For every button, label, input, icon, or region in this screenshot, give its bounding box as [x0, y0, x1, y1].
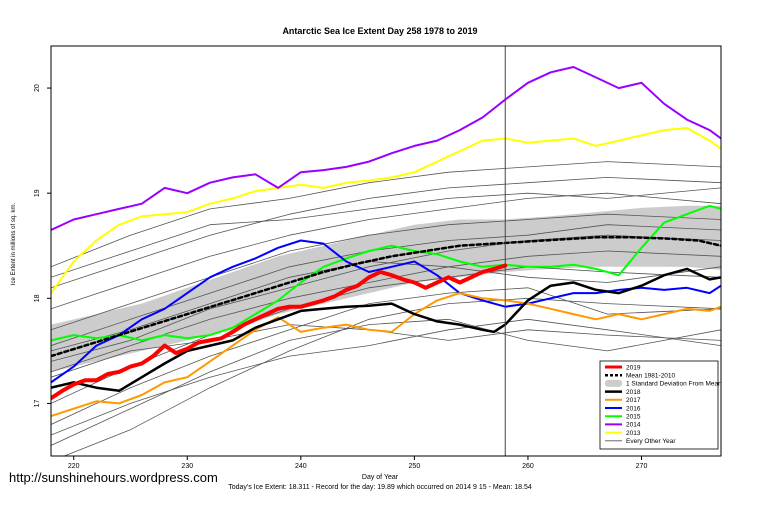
- legend-label: 1 Standard Deviation From Mean: [626, 381, 722, 388]
- series-line-2019: [51, 263, 508, 401]
- status-line: Today's Ice Extent: 18.311 - Record for …: [228, 484, 532, 491]
- legend-label: 2017: [626, 397, 641, 404]
- series-line-2014: [51, 66, 721, 231]
- series-line-year-16: [51, 192, 721, 310]
- series-line-year-13: [51, 234, 721, 362]
- x-tick-label: 220: [68, 463, 80, 470]
- x-tick-label: 260: [522, 463, 534, 470]
- std-band-layer: [51, 205, 721, 372]
- y-tick-label: 20: [34, 84, 41, 92]
- series-line-year-18: [51, 161, 721, 268]
- legend-label: 2018: [626, 389, 641, 396]
- series-line-2017: [51, 292, 721, 418]
- legend-label: 2019: [626, 364, 641, 371]
- legend-swatch: [605, 379, 622, 387]
- legend-label: 2014: [626, 422, 641, 429]
- x-tick-label: 230: [181, 463, 193, 470]
- series-line-year-10: [51, 318, 721, 446]
- series-line-mean-1981-2010: [51, 236, 721, 358]
- legend-label: Mean 1981-2010: [626, 373, 676, 380]
- series-line-year-9: [63, 297, 721, 456]
- legend-label: Every Other Year: [626, 438, 676, 445]
- chart-title: Antarctic Sea Ice Extent Day 258 1978 to…: [282, 26, 478, 36]
- legend-label: 2013: [626, 430, 641, 437]
- series-line-2016: [51, 239, 721, 384]
- x-axis-label: Day of Year: [361, 474, 399, 481]
- series-layer: [51, 66, 721, 456]
- series-line-2015: [51, 204, 721, 342]
- x-axis: 220 230 240 250 260 270: [68, 456, 648, 470]
- series-line-year-11: [51, 287, 721, 425]
- x-tick-label: 240: [295, 463, 307, 470]
- y-tick-label: 18: [34, 294, 41, 302]
- series-line-year-21: [51, 187, 721, 278]
- plot-frame: [50, 45, 722, 457]
- y-axis: 17 18 19 20: [34, 84, 51, 407]
- watermark-url: http://sunshinehours.wordpress.com: [9, 470, 218, 485]
- series-line-2013: [51, 127, 721, 295]
- y-tick-label: 17: [34, 399, 41, 407]
- std-deviation-band: [51, 205, 721, 372]
- series-line-year-15: [51, 213, 721, 331]
- series-line-year-22: [51, 318, 721, 436]
- x-tick-label: 250: [409, 463, 421, 470]
- series-line-year-12: [51, 266, 721, 404]
- legend-label: 2016: [626, 405, 641, 412]
- y-axis-label: Ice Extent in millions of sq. km.: [11, 202, 17, 286]
- legend-box: [599, 360, 719, 450]
- legend-label: 2015: [626, 414, 641, 421]
- y-tick-label: 19: [34, 189, 41, 197]
- x-tick-label: 270: [636, 463, 648, 470]
- series-line-year-17: [51, 177, 721, 289]
- series-line-2018: [51, 267, 721, 393]
